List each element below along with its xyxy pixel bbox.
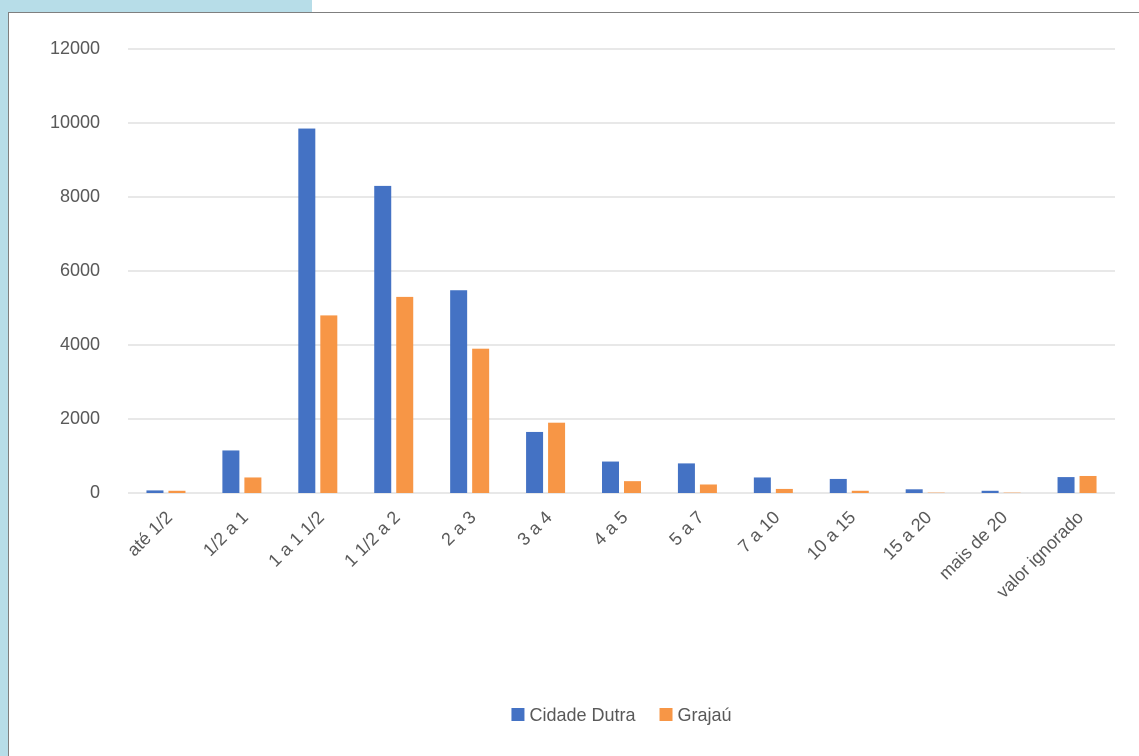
legend-swatch bbox=[659, 708, 673, 721]
y-tick-label: 12000 bbox=[50, 38, 100, 58]
y-tick-label: 8000 bbox=[60, 186, 100, 206]
bar bbox=[624, 481, 641, 493]
bar bbox=[829, 478, 847, 493]
bar bbox=[222, 450, 240, 493]
y-tick-label: 10000 bbox=[50, 112, 100, 132]
bar bbox=[168, 490, 186, 493]
bar bbox=[526, 431, 544, 493]
bar bbox=[320, 315, 338, 493]
bar bbox=[374, 185, 392, 493]
bar bbox=[146, 490, 164, 493]
y-tick-label: 4000 bbox=[60, 334, 100, 354]
bar bbox=[1057, 477, 1075, 493]
bar bbox=[699, 484, 717, 493]
legend-swatch bbox=[511, 708, 525, 721]
chart-frame bbox=[8, 12, 1139, 756]
bar bbox=[775, 488, 793, 493]
bar bbox=[981, 490, 999, 493]
bar bbox=[396, 296, 414, 493]
bar bbox=[244, 477, 262, 493]
bar bbox=[298, 128, 316, 494]
bar bbox=[905, 489, 923, 493]
bar bbox=[1079, 475, 1097, 493]
bar bbox=[753, 477, 771, 493]
y-tick-label: 6000 bbox=[60, 260, 100, 280]
background-strip bbox=[0, 0, 8, 756]
background-strip bbox=[0, 0, 312, 12]
y-tick-label: 0 bbox=[90, 482, 100, 502]
bar bbox=[548, 422, 566, 493]
legend-label: Grajaú bbox=[678, 705, 732, 725]
bar bbox=[472, 348, 490, 493]
bar bbox=[450, 290, 468, 493]
y-tick-label: 2000 bbox=[60, 408, 100, 428]
bar bbox=[602, 461, 619, 493]
bar bbox=[851, 490, 869, 493]
legend-label: Cidade Dutra bbox=[529, 705, 636, 725]
bar bbox=[677, 463, 695, 493]
